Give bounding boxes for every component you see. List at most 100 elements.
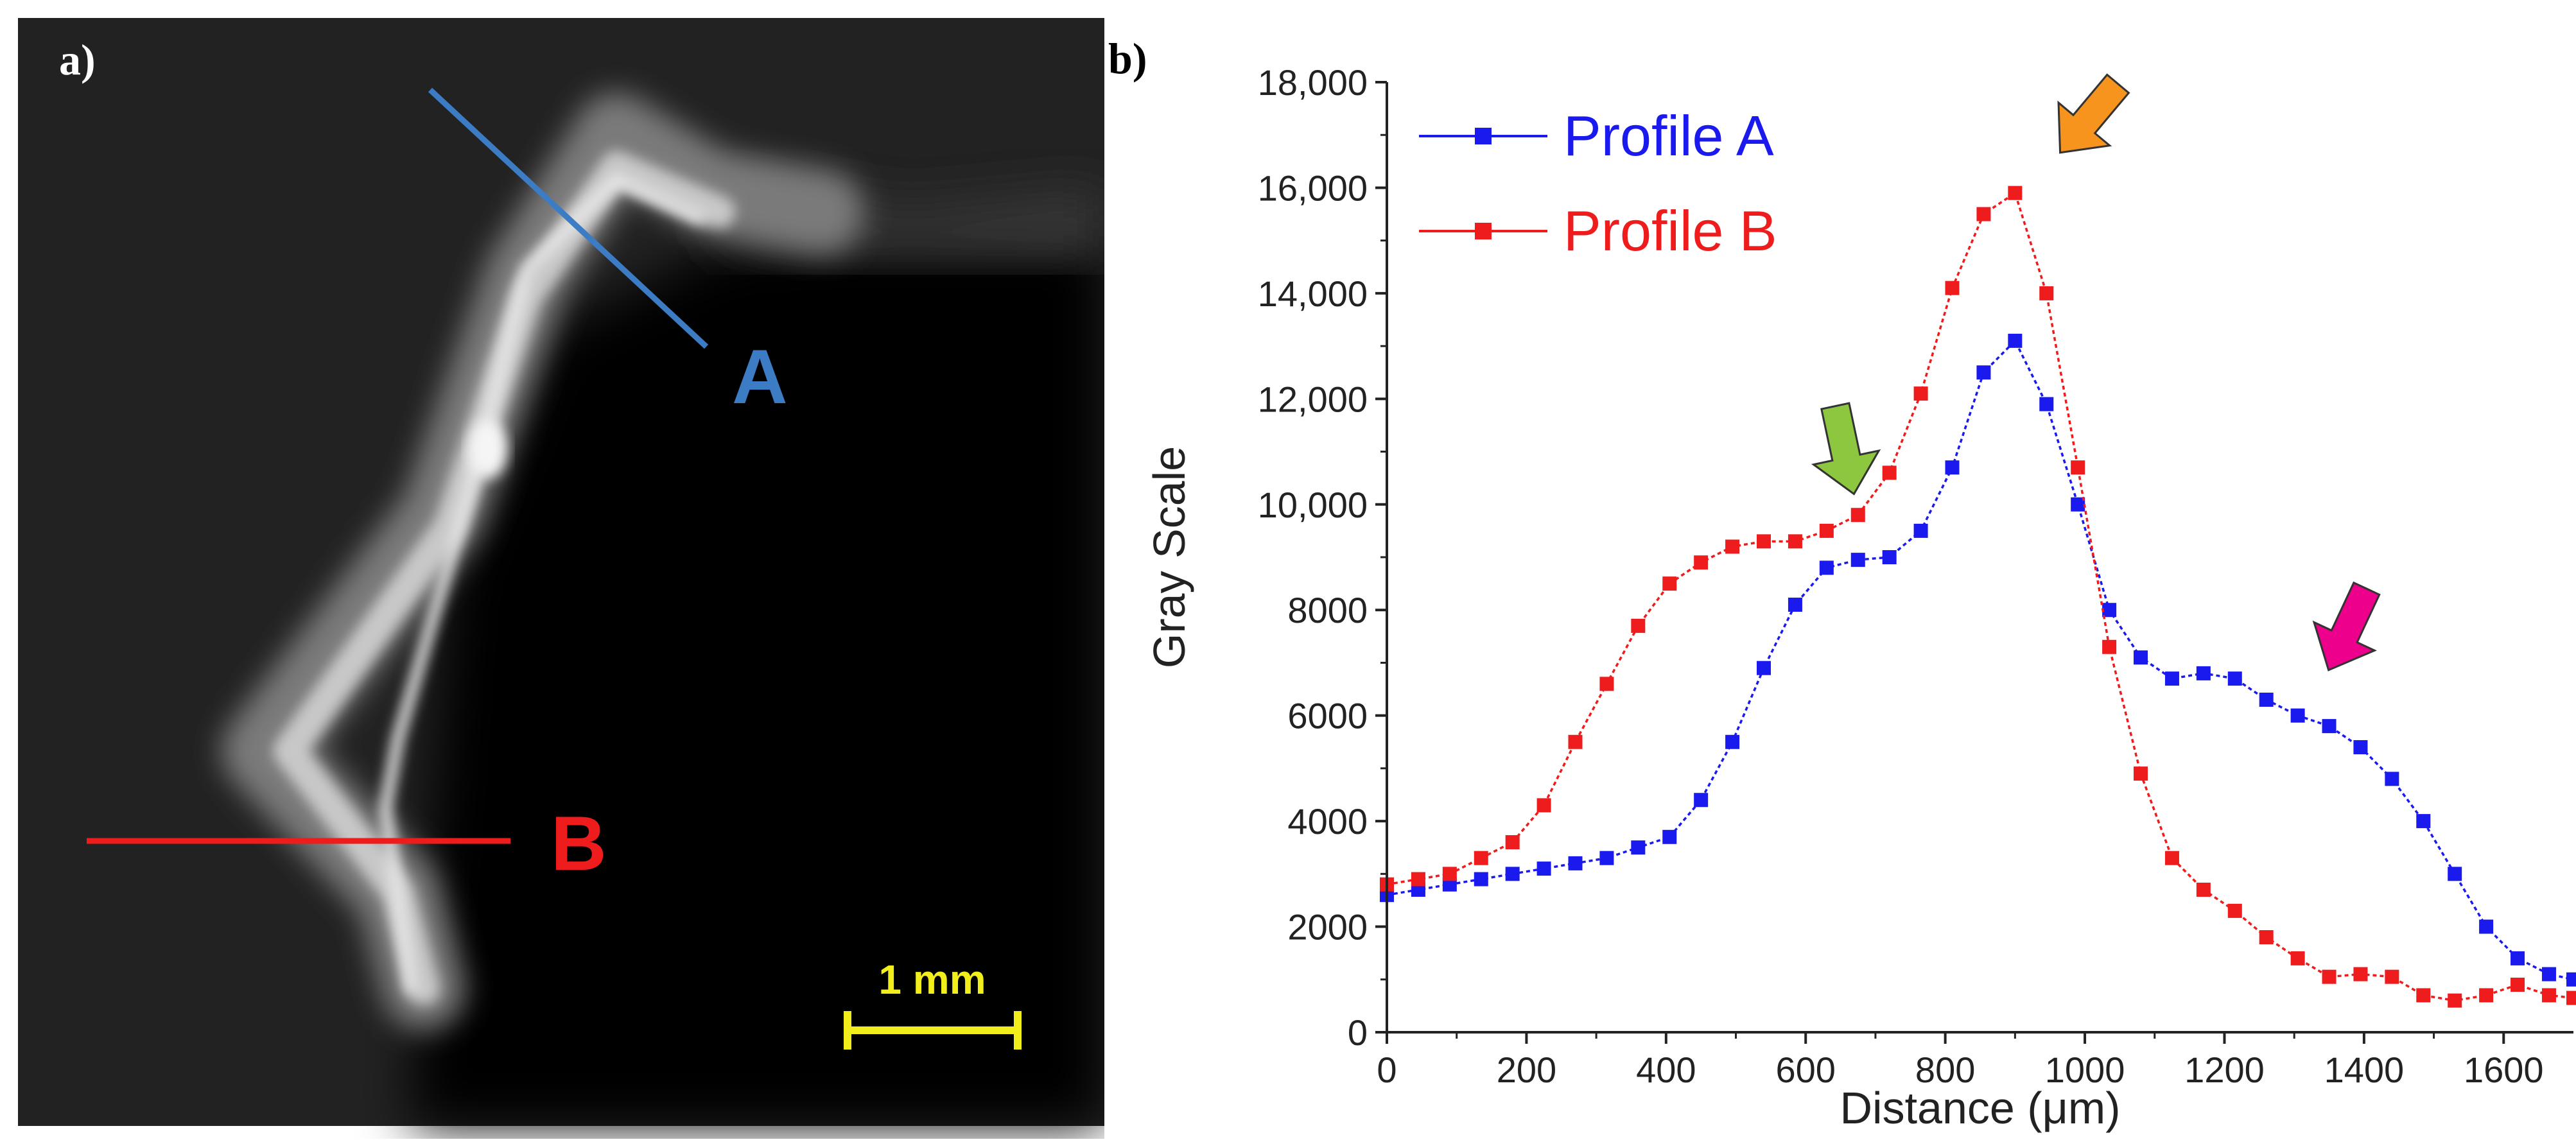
data-point <box>2102 639 2117 654</box>
green-arrow-icon-shape <box>1811 402 1881 496</box>
data-point <box>2227 903 2242 918</box>
data-point <box>2448 993 2462 1008</box>
green-arrow-icon <box>1811 402 1881 496</box>
line-b-label: B <box>551 800 607 887</box>
data-point <box>1694 555 1709 570</box>
x-tick-label: 1400 <box>2324 1050 2405 1090</box>
magenta-arrow-icon-shape <box>2312 581 2381 671</box>
data-point <box>1662 829 1677 844</box>
data-point <box>1662 576 1677 591</box>
x-tick-label: 1600 <box>2464 1050 2544 1090</box>
data-point <box>1945 281 1960 295</box>
legend-item-profile-a: Profile A <box>1419 104 1774 168</box>
x-tick-label: 0 <box>1377 1050 1397 1090</box>
y-tick-label: 16,000 <box>1258 168 1368 208</box>
data-point <box>2259 930 2274 944</box>
data-point <box>1505 867 1520 881</box>
data-point <box>2290 951 2305 965</box>
scale-bar <box>844 1011 1022 1050</box>
x-tick-label: 1000 <box>2045 1050 2125 1090</box>
data-point <box>2071 497 2085 512</box>
data-point <box>2566 972 2576 987</box>
data-point <box>2039 286 2054 300</box>
profile-chart: b) 0 200 400 600 800 1000 1200 1400 1600 0 2000 400… <box>1108 34 2576 1133</box>
data-point <box>1788 598 1802 612</box>
data-point <box>1882 550 1897 564</box>
legend-marker <box>1475 128 1492 144</box>
legend-label: Profile B <box>1563 199 1777 263</box>
line-a-label: A <box>732 334 788 420</box>
dark-region <box>411 238 1104 1126</box>
y-axis-label: Gray Scale <box>1144 446 1194 668</box>
series-profile-b <box>1380 186 2576 1008</box>
y-tick-label: 10,000 <box>1258 485 1368 525</box>
y-tick-label: 12,000 <box>1258 379 1368 419</box>
data-point <box>2196 883 2211 897</box>
data-point <box>1411 872 1425 887</box>
data-point <box>1599 677 1614 691</box>
data-point <box>2353 967 2368 982</box>
data-point <box>1725 734 1740 749</box>
data-point <box>2102 603 2117 618</box>
orange-arrow-icon-shape <box>2057 73 2130 154</box>
y-tick-label: 18,000 <box>1258 62 1368 103</box>
data-point <box>2353 740 2368 754</box>
data-point <box>2416 814 2431 829</box>
magenta-arrow-icon <box>2312 581 2381 671</box>
data-point <box>1536 861 1551 876</box>
data-point <box>1725 539 1740 554</box>
data-point <box>1757 534 1771 549</box>
data-point <box>2448 867 2462 881</box>
data-point <box>1976 365 1991 380</box>
y-tick-label: 14,000 <box>1258 273 1368 314</box>
xray-image-panel: A B 1 mm a) <box>18 18 1104 1126</box>
data-point <box>2479 919 2494 934</box>
legend-item-profile-b: Profile B <box>1419 199 1777 263</box>
data-point <box>1505 835 1520 849</box>
data-point <box>2479 988 2494 1003</box>
data-point <box>2008 333 2023 348</box>
data-point <box>1945 460 1960 475</box>
data-point <box>2259 693 2274 707</box>
data-point <box>1757 661 1771 675</box>
series-line <box>1386 338 2574 981</box>
data-point <box>1568 734 1583 749</box>
data-point <box>1976 207 1991 221</box>
data-point <box>2134 766 2148 781</box>
data-point <box>2290 708 2305 723</box>
y-tick-label: 0 <box>1348 1012 1368 1053</box>
panel-a-label: a) <box>59 35 96 84</box>
data-point <box>2322 969 2337 984</box>
data-point <box>2196 666 2211 680</box>
panel-b: b) 0 200 400 600 800 1000 1200 1400 1600 0 2000 400… <box>1104 0 2576 1139</box>
data-point <box>2385 969 2399 984</box>
data-point <box>1819 523 1834 538</box>
data-point <box>1913 386 1928 401</box>
data-point <box>2416 988 2431 1003</box>
panel-a: A B 1 mm a) <box>0 0 1104 1139</box>
legend-label: Profile A <box>1563 104 1774 168</box>
data-point <box>2541 988 2556 1003</box>
data-point <box>2071 460 2085 475</box>
x-tick-label: 600 <box>1776 1050 1836 1090</box>
x-tick-label: 800 <box>1915 1050 1975 1090</box>
scale-bar-label: 1 mm <box>878 956 986 1003</box>
x-tick-label: 400 <box>1636 1050 1696 1090</box>
data-point <box>1819 560 1834 575</box>
data-point <box>1474 851 1488 865</box>
data-point <box>1631 840 1646 855</box>
data-point <box>1850 553 1865 567</box>
panel-b-label: b) <box>1108 34 1147 83</box>
y-tick-label: 4000 <box>1287 801 1368 842</box>
data-point <box>2134 650 2148 665</box>
data-point <box>1694 793 1709 808</box>
x-axis-label: Distance (μm) <box>1840 1083 2120 1133</box>
data-point <box>2164 671 2179 686</box>
y-tick-label: 2000 <box>1287 907 1368 947</box>
x-tick-label: 1200 <box>2184 1050 2265 1090</box>
x-tick-label: 200 <box>1497 1050 1556 1090</box>
data-point <box>2227 671 2242 686</box>
data-point <box>2566 991 2576 1005</box>
data-point <box>1474 872 1488 887</box>
data-point <box>2541 967 2556 982</box>
